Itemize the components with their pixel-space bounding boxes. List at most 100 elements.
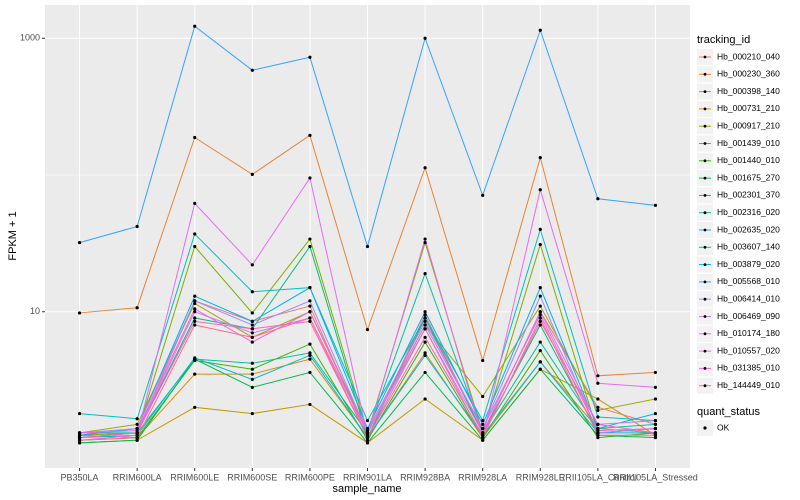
point	[308, 310, 312, 314]
legend-dot	[703, 159, 707, 163]
point	[135, 224, 139, 229]
point	[596, 436, 600, 440]
point	[596, 405, 600, 409]
point	[250, 331, 254, 335]
point	[250, 361, 254, 365]
point	[365, 244, 370, 249]
point	[538, 227, 542, 232]
point	[423, 340, 427, 344]
point	[77, 411, 82, 416]
legend-label: Hb_001440_010	[717, 155, 780, 165]
point	[308, 299, 312, 303]
point	[308, 133, 312, 137]
point	[653, 418, 658, 423]
x-tick-label: RRII105LA_Control	[559, 472, 637, 482]
point	[481, 426, 485, 431]
point	[423, 313, 427, 317]
point	[653, 431, 658, 435]
point	[250, 367, 254, 371]
point	[193, 310, 197, 314]
point	[423, 327, 427, 331]
legend-label: Hb_001439_010	[717, 138, 780, 148]
point	[423, 351, 427, 355]
x-axis-title: sample_name	[332, 483, 401, 495]
legend-label: OK	[717, 422, 730, 432]
point	[423, 370, 427, 375]
point	[365, 441, 370, 445]
point	[135, 433, 139, 437]
point	[365, 433, 370, 437]
legend-dot	[703, 107, 707, 111]
point	[308, 357, 312, 361]
point	[538, 28, 542, 32]
point	[308, 55, 312, 59]
point	[250, 290, 254, 294]
point	[481, 193, 485, 197]
point	[538, 348, 542, 353]
x-tick-label: RRIM901LA	[343, 472, 392, 482]
legend-label: Hb_002635_020	[717, 224, 780, 234]
legend-dot	[703, 280, 707, 284]
point	[193, 244, 197, 249]
legend-dot	[703, 315, 707, 318]
legend-dot	[703, 72, 707, 76]
point	[308, 342, 312, 346]
grid	[45, 5, 690, 468]
point	[423, 36, 427, 40]
legend-label: Hb_003879_020	[717, 259, 780, 269]
x-tick-label: RRIM600LA	[113, 472, 162, 482]
point	[538, 188, 542, 192]
point	[193, 356, 197, 360]
point	[193, 24, 197, 28]
point	[250, 172, 254, 176]
point	[538, 294, 542, 298]
point	[481, 422, 485, 427]
point	[596, 381, 600, 385]
y-axis-title: FPKM + 1	[7, 211, 19, 260]
legend-label: Hb_005568_010	[717, 276, 780, 286]
point	[538, 313, 542, 317]
legend-dot	[703, 228, 707, 232]
point	[596, 197, 600, 201]
point	[135, 417, 139, 421]
point	[193, 316, 197, 320]
point	[596, 397, 600, 401]
legend-label: Hb_000398_140	[717, 86, 780, 96]
point	[250, 327, 254, 331]
legend-label: Hb_010557_020	[717, 345, 780, 355]
point	[193, 232, 197, 236]
point	[193, 372, 197, 376]
point	[308, 319, 312, 323]
point	[77, 441, 82, 445]
x-tick-label: RRIM600PE	[285, 472, 335, 482]
legend-label: Hb_006414_010	[717, 293, 780, 303]
legend-dot	[703, 55, 707, 59]
point	[308, 351, 312, 355]
point	[193, 323, 197, 327]
points	[77, 24, 658, 445]
legend-title: tracking_id	[697, 34, 750, 46]
legend-dot	[703, 194, 707, 197]
point	[135, 431, 139, 435]
point	[135, 422, 139, 427]
point	[77, 438, 82, 442]
legend-label: Hb_002316_020	[717, 207, 780, 217]
y-tick-label: 1000	[20, 33, 40, 43]
point	[193, 301, 197, 306]
point	[653, 385, 658, 389]
legend-dot	[703, 426, 707, 430]
legend-dot	[703, 211, 707, 215]
legend-label: Hb_031385_010	[717, 363, 780, 373]
point	[481, 418, 485, 423]
point	[250, 340, 254, 344]
legend-dot	[703, 245, 707, 249]
legend-dot	[703, 367, 707, 370]
point	[308, 237, 312, 241]
legend-label: Hb_006469_090	[717, 311, 780, 321]
point	[77, 436, 82, 440]
point	[538, 323, 542, 327]
point	[365, 438, 370, 442]
x-tick-label: RRIM928BA	[400, 472, 450, 482]
point	[596, 429, 600, 433]
point	[538, 242, 542, 247]
